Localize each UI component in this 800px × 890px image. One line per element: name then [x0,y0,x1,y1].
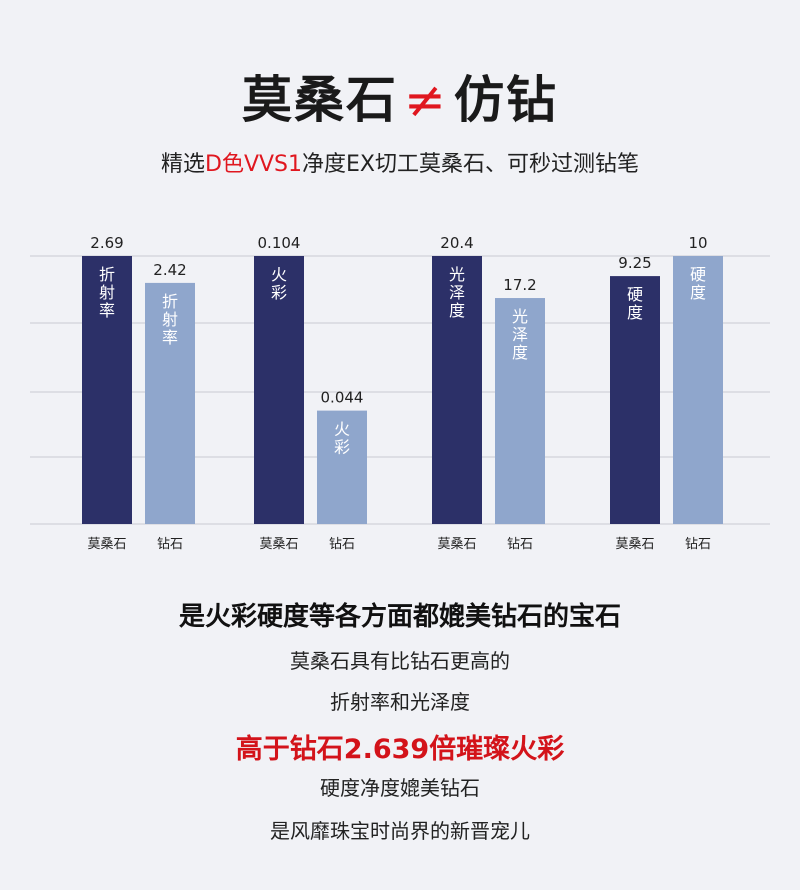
bar-inner-label: 度 [449,301,465,320]
bar [317,410,367,524]
bar-value-label: 0.104 [258,234,301,252]
bar-inner-label: 度 [627,303,643,322]
title-right: 仿钻 [453,70,558,129]
bar [254,256,304,524]
summary-line-4: 硬度净度媲美钻石 [320,776,480,800]
bar-inner-label: 光 [449,265,465,284]
summary-line-5: 是风靡珠宝时尚界的新晋宠儿 [270,819,530,843]
subtitle-highlight: D色VVS1 [205,152,303,177]
bar-inner-label: 硬 [627,285,643,304]
bar-value-label: 10 [688,234,707,252]
bar-inner-label: 率 [99,301,115,320]
subtitle-pre: 精选 [160,152,205,177]
category-label: 莫桑石 [259,537,298,552]
bar-inner-label: 彩 [271,283,287,302]
bar [673,256,723,524]
bar [145,282,195,524]
bar-inner-label: 折 [162,292,178,311]
category-label: 莫桑石 [437,537,476,552]
bar-inner-label: 射 [162,310,178,329]
summary-headline: 是火彩硬度等各方面都媲美钻石的宝石 [178,602,621,632]
category-label: 莫桑石 [615,537,654,552]
category-label: 钻石 [329,537,355,552]
summary-line-2: 折射率和光泽度 [330,690,470,714]
page-title: 莫桑石 ≠ 仿钻 [0,60,800,132]
category-label: 莫桑石 [87,537,126,552]
bar-inner-label: 火 [271,265,287,284]
category-label: 钻石 [507,537,533,552]
bar [610,276,660,524]
bar-inner-label: 火 [334,420,350,439]
summary-line-1: 莫桑石具有比钻石更高的 [290,649,510,673]
bar-inner-label: 率 [162,328,178,347]
title-left: 莫桑石 [242,70,399,129]
bar-inner-label: 硬 [690,265,706,284]
bar [495,298,545,524]
category-label: 钻石 [685,537,711,552]
bar-inner-label: 折 [99,265,115,284]
bar-value-label: 0.044 [321,389,364,407]
subtitle-post: 净度EX切工莫桑石、可秒过测钻笔 [302,152,639,177]
bar-value-label: 20.4 [440,234,473,252]
category-label: 钻石 [157,537,183,552]
bar-value-label: 9.25 [618,254,651,272]
bar [82,256,132,524]
bar-value-label: 2.42 [153,261,186,279]
page-subtitle: 精选D色VVS1净度EX切工莫桑石、可秒过测钻笔 [0,146,800,178]
bar-inner-label: 度 [512,343,528,362]
bar-inner-label: 彩 [334,438,350,457]
comparison-bar-chart: 2.69折射率莫桑石2.42折射率钻石0.104火彩莫桑石0.044火彩钻石20… [30,234,770,552]
bar [432,256,482,524]
bar-value-label: 17.2 [503,276,536,294]
summary-line-highlight: 高于钻石2.639倍璀璨火彩 [235,734,565,765]
bar-inner-label: 光 [512,307,528,326]
not-equal-symbol: ≠ [404,71,448,129]
bar-inner-label: 度 [690,283,706,302]
bar-inner-label: 泽 [512,325,528,344]
bar-inner-label: 泽 [449,283,465,302]
bar-value-label: 2.69 [90,234,123,252]
bar-inner-label: 射 [99,283,115,302]
